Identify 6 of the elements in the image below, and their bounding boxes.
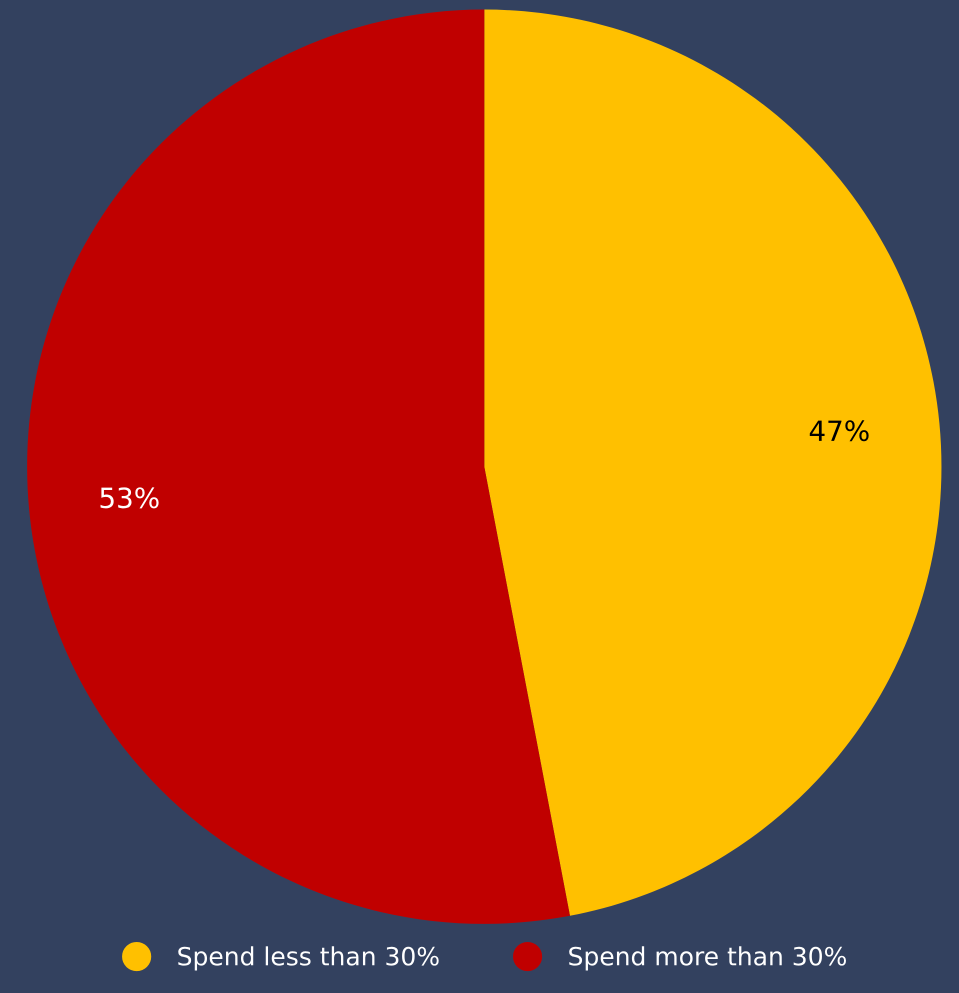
legend-label: Spend more than 30% xyxy=(569,946,846,970)
pie-slice xyxy=(484,10,942,916)
data-label: 53% xyxy=(100,487,159,508)
pie-slice xyxy=(27,10,570,924)
legend-label: Spend less than 30% xyxy=(178,946,439,970)
data-label: 47% xyxy=(810,420,869,442)
